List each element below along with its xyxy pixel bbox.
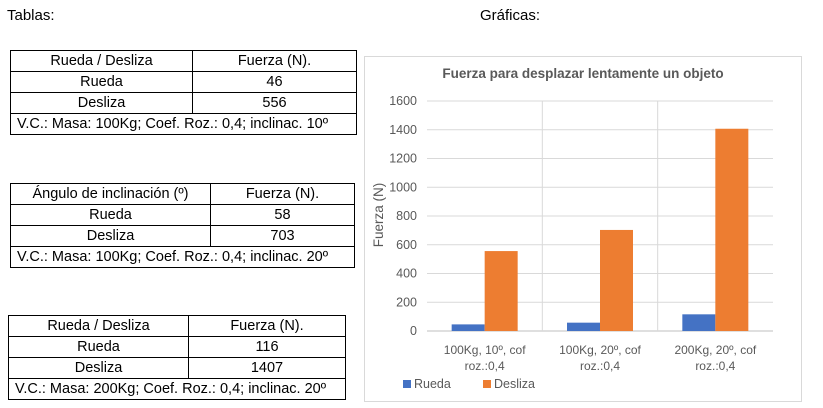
row-value: 58 bbox=[210, 204, 355, 226]
y-tick-label: 800 bbox=[396, 209, 417, 223]
table-1: Rueda / Desliza Fuerza (N). Rueda 46 Des… bbox=[10, 50, 357, 135]
table-row: Desliza 703 bbox=[10, 225, 355, 247]
row-label: Desliza bbox=[10, 225, 211, 247]
table-note-row: V.C.: Masa: 200Kg; Coef. Roz.: 0,4; incl… bbox=[8, 378, 346, 400]
table-row: Rueda 46 bbox=[10, 71, 357, 93]
table-row: Desliza 556 bbox=[10, 92, 357, 114]
row-value: 46 bbox=[192, 71, 357, 93]
x-tick-label: roz.:0,4 bbox=[465, 359, 505, 373]
x-tick-label: 100Kg, 20º, cof bbox=[559, 343, 641, 357]
table-note-row: V.C.: Masa: 100Kg; Coef. Roz.: 0,4; incl… bbox=[10, 113, 357, 135]
bar-desliza bbox=[484, 251, 518, 331]
bar-chart: Fuerza para desplazar lentamente un obje… bbox=[371, 66, 773, 391]
bar-desliza bbox=[600, 229, 633, 331]
row-label: Desliza bbox=[8, 357, 189, 379]
bar-rueda bbox=[682, 314, 716, 331]
x-axis-ticks: 100Kg, 10º, cof roz.:0,4 100Kg, 20º, cof ro… bbox=[444, 343, 757, 373]
header-cell: Rueda / Desliza bbox=[8, 315, 189, 337]
gridlines bbox=[427, 100, 773, 332]
table-note: V.C.: Masa: 100Kg; Coef. Roz.: 0,4; incl… bbox=[10, 246, 355, 268]
legend-label: Desliza bbox=[494, 377, 535, 391]
x-tick-label: roz.:0,4 bbox=[580, 359, 620, 373]
y-tick-label: 1400 bbox=[389, 123, 417, 137]
table-row: Rueda 58 bbox=[10, 204, 355, 226]
table-2: Ángulo de inclinación (º) Fuerza (N). Ru… bbox=[10, 183, 355, 268]
x-tick-label: 200Kg, 20º, cof bbox=[674, 343, 756, 357]
y-tick-label: 1600 bbox=[389, 94, 417, 108]
y-axis-ticks: 0 200 400 600 800 1000 1200 1400 1600 bbox=[389, 94, 417, 338]
legend-label: Rueda bbox=[414, 377, 451, 391]
y-tick-label: 0 bbox=[410, 324, 417, 338]
table-header-row: Rueda / Desliza Fuerza (N). bbox=[8, 315, 346, 337]
bar-desliza bbox=[715, 128, 749, 331]
table-note: V.C.: Masa: 100Kg; Coef. Roz.: 0,4; incl… bbox=[10, 113, 357, 135]
bar-rueda bbox=[567, 322, 600, 331]
row-value: 703 bbox=[210, 225, 355, 247]
table-header-row: Ángulo de inclinación (º) Fuerza (N). bbox=[10, 183, 355, 205]
y-axis-label: Fuerza (N) bbox=[371, 183, 386, 248]
table-3: Rueda / Desliza Fuerza (N). Rueda 116 De… bbox=[8, 315, 346, 400]
legend-swatch bbox=[483, 380, 491, 388]
chart-container: Fuerza para desplazar lentamente un obje… bbox=[364, 56, 802, 402]
y-tick-label: 200 bbox=[396, 295, 417, 309]
header-cell: Fuerza (N). bbox=[210, 183, 355, 205]
y-tick-label: 400 bbox=[396, 267, 417, 281]
row-label: Rueda bbox=[8, 336, 189, 358]
row-value: 1407 bbox=[188, 357, 346, 379]
table-header-row: Rueda / Desliza Fuerza (N). bbox=[10, 50, 357, 72]
legend: Rueda Desliza bbox=[403, 377, 535, 391]
y-tick-label: 600 bbox=[396, 238, 417, 252]
header-cell: Fuerza (N). bbox=[188, 315, 346, 337]
row-label: Rueda bbox=[10, 204, 211, 226]
table-row: Desliza 1407 bbox=[8, 357, 346, 379]
legend-swatch bbox=[403, 380, 411, 388]
tables-heading: Tablas: bbox=[7, 7, 55, 24]
table-note-row: V.C.: Masa: 100Kg; Coef. Roz.: 0,4; incl… bbox=[10, 246, 355, 268]
bar-rueda bbox=[451, 324, 485, 331]
header-cell: Fuerza (N). bbox=[192, 50, 357, 72]
chart-title: Fuerza para desplazar lentamente un obje… bbox=[442, 66, 723, 81]
row-label: Rueda bbox=[10, 71, 193, 93]
y-tick-label: 1000 bbox=[389, 180, 417, 194]
header-cell: Rueda / Desliza bbox=[10, 50, 193, 72]
x-tick-label: 100Kg, 10º, cof bbox=[444, 343, 526, 357]
row-value: 556 bbox=[192, 92, 357, 114]
header-cell: Ángulo de inclinación (º) bbox=[10, 183, 211, 205]
x-tick-label: roz.:0,4 bbox=[695, 359, 735, 373]
bars bbox=[451, 128, 749, 331]
row-value: 116 bbox=[188, 336, 346, 358]
table-row: Rueda 116 bbox=[8, 336, 346, 358]
table-note: V.C.: Masa: 200Kg; Coef. Roz.: 0,4; incl… bbox=[8, 378, 346, 400]
charts-heading: Gráficas: bbox=[480, 7, 541, 24]
row-label: Desliza bbox=[10, 92, 193, 114]
y-tick-label: 1200 bbox=[389, 152, 417, 166]
